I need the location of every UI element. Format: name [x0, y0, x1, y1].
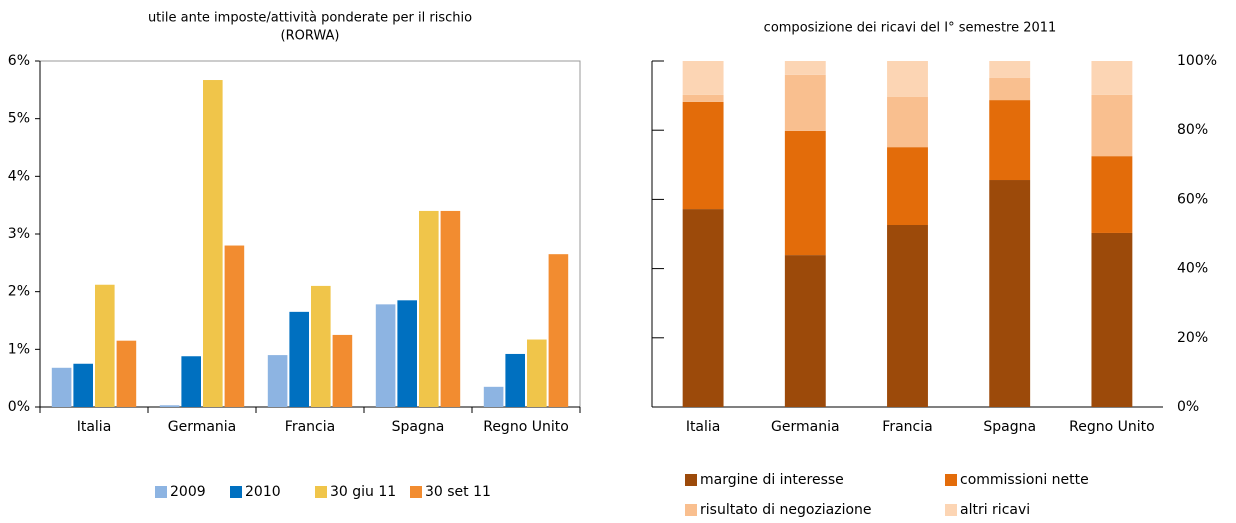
y-tick-label: 0%	[8, 399, 30, 415]
y-tick-label: 0%	[1177, 399, 1199, 415]
bar-segment	[682, 101, 724, 210]
bar-segment	[989, 77, 1031, 101]
x-tick-label: Italia	[77, 419, 112, 435]
x-tick-label: Regno Unito	[1069, 419, 1155, 435]
bar-segment	[682, 94, 724, 102]
bar	[116, 340, 137, 407]
bar	[527, 339, 547, 407]
bar-segment	[1091, 61, 1133, 95]
bar-segment	[784, 130, 826, 256]
bar-segment	[887, 147, 928, 226]
y-tick-label: 80%	[1177, 122, 1208, 138]
x-tick-label: Regno Unito	[483, 419, 569, 435]
x-tick-label: Spagna	[392, 419, 445, 435]
y-tick-label: 100%	[1177, 53, 1217, 69]
chart-title: utile ante imposte/attività ponderate pe…	[148, 11, 472, 26]
x-tick-label: Germania	[168, 419, 237, 435]
x-tick-label: Francia	[882, 419, 932, 435]
y-tick-label: 20%	[1177, 330, 1208, 346]
bar	[483, 386, 504, 407]
bar-segment	[989, 61, 1031, 78]
y-tick-label: 60%	[1177, 191, 1208, 207]
bar-segment	[784, 74, 826, 131]
legend-swatch	[155, 486, 167, 498]
legend-label: risultato di negoziazione	[700, 502, 872, 518]
bar-segment	[1091, 232, 1133, 407]
legend-swatch	[685, 474, 697, 486]
x-tick-label: Francia	[285, 419, 335, 435]
chart-title: (RORWA)	[281, 29, 340, 44]
bar-segment	[682, 61, 724, 95]
bar	[203, 80, 223, 407]
y-tick-label: 40%	[1177, 261, 1208, 277]
legend-label: 30 set 11	[425, 484, 491, 500]
bar-segment	[887, 61, 928, 97]
legend-swatch	[230, 486, 242, 498]
legend-label: altri ricavi	[960, 502, 1030, 518]
bar	[375, 304, 396, 407]
bar-segment	[784, 61, 826, 75]
legend-swatch	[685, 504, 697, 516]
legend-label: 2010	[245, 484, 281, 500]
bar-segment	[1091, 156, 1133, 233]
y-tick-label: 4%	[8, 168, 30, 184]
legend-swatch	[410, 486, 422, 498]
bar	[73, 363, 93, 407]
x-tick-label: Spagna	[983, 419, 1036, 435]
y-tick-label: 3%	[8, 226, 30, 242]
y-tick-label: 6%	[8, 53, 30, 69]
bar-segment	[989, 100, 1031, 181]
bar	[548, 254, 569, 407]
bar-segment	[887, 96, 928, 148]
legend-swatch	[945, 474, 957, 486]
x-tick-label: Italia	[686, 419, 721, 435]
bar-segment	[784, 255, 826, 407]
legend-label: margine di interesse	[700, 472, 844, 488]
bar-segment	[989, 180, 1031, 407]
legend-swatch	[315, 486, 327, 498]
legend-swatch	[945, 504, 957, 516]
bar	[267, 355, 288, 407]
chart-title: composizione dei ricavi del I° semestre …	[764, 21, 1057, 36]
bar-segment	[887, 225, 928, 407]
x-tick-label: Germania	[771, 419, 840, 435]
bar	[397, 300, 417, 407]
bar	[419, 210, 439, 407]
y-tick-label: 2%	[8, 284, 30, 300]
bar	[311, 285, 331, 407]
legend-label: 30 giu 11	[330, 484, 396, 500]
bar	[224, 245, 245, 407]
bar	[181, 356, 201, 407]
bar	[440, 210, 461, 407]
bar	[51, 367, 72, 407]
bar	[289, 311, 309, 407]
bar-segment	[1091, 94, 1133, 157]
bar-segment	[682, 209, 724, 407]
y-tick-label: 5%	[8, 111, 30, 127]
legend-label: commissioni nette	[960, 472, 1089, 488]
bar	[505, 353, 525, 407]
legend-label: 2009	[170, 484, 206, 500]
y-tick-label: 1%	[8, 341, 30, 357]
bar	[95, 284, 115, 407]
bar	[332, 334, 353, 407]
bar	[159, 405, 180, 407]
